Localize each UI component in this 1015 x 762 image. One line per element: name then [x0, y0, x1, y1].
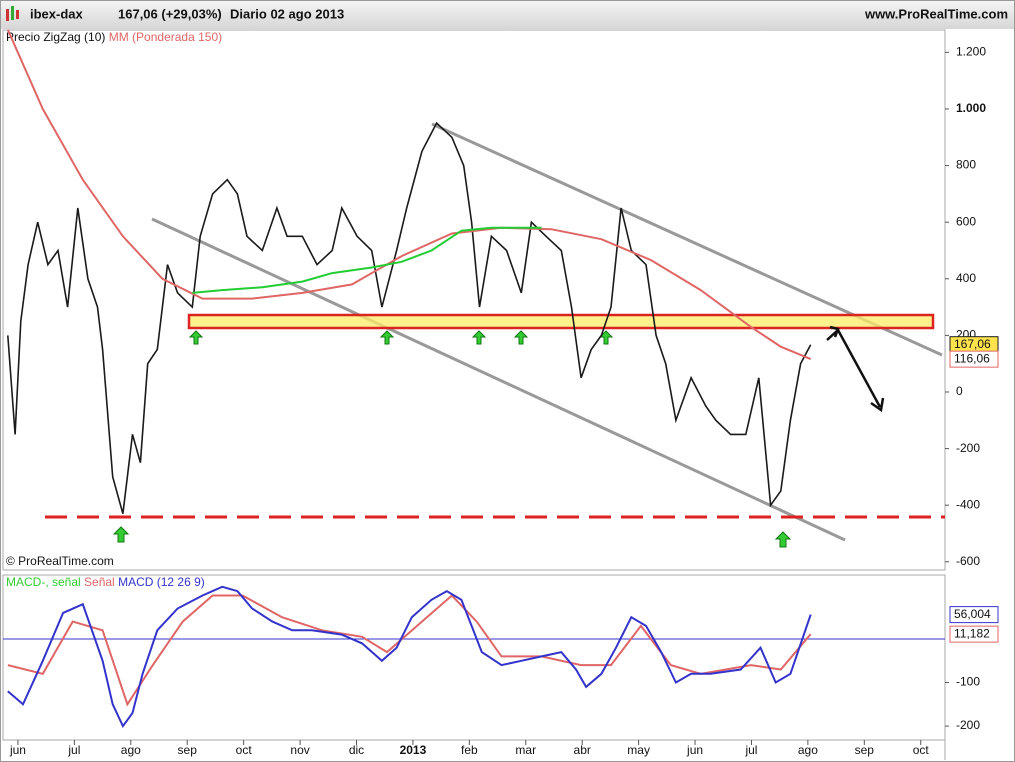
x-tick-label: jun — [9, 743, 26, 757]
series-line — [192, 226, 542, 294]
y-tick-label: 400 — [956, 271, 976, 285]
x-tick-label: mar — [515, 743, 536, 757]
last-value-label: 116,06 — [954, 351, 990, 365]
header-bar — [1, 1, 1014, 29]
last-value-label: 167,06 — [954, 337, 991, 351]
x-tick-label: feb — [461, 743, 478, 757]
x-tick-label: abr — [574, 743, 591, 757]
y-tick-label: 0 — [956, 384, 963, 398]
arrows — [826, 325, 885, 413]
copyright: © ProRealTime.com — [6, 554, 114, 568]
x-tick-label: oct — [913, 743, 930, 757]
legend: MACD-, señal Señal MACD (12 26 9) — [6, 575, 205, 589]
channel-line — [151, 217, 846, 542]
x-tick-label: 2013 — [400, 743, 427, 757]
legend-label: MACD-, señal — [6, 575, 81, 589]
y-tick-label: -400 — [956, 497, 980, 511]
x-tick-label: dic — [349, 743, 364, 757]
y-tick-label: -600 — [956, 554, 980, 568]
y-tick-label: 800 — [956, 158, 976, 172]
last-value-label: 56,004 — [954, 607, 991, 621]
y-tick-label: 1.200 — [956, 45, 986, 59]
quote: 167,06 (+29,03%) — [118, 6, 222, 21]
series-line — [7, 585, 812, 729]
price-panel — [2, 29, 946, 571]
series-line — [7, 594, 812, 707]
y-tick-label: -100 — [956, 675, 980, 689]
legend-entry: MM (Ponderada 150) — [109, 30, 222, 44]
last-value-box — [949, 350, 999, 368]
x-tick-label: ago — [798, 743, 818, 757]
last-value-box — [949, 625, 999, 643]
period: Diario 02 ago 2013 — [230, 6, 344, 21]
last-value-label: 11,182 — [954, 626, 990, 640]
y-tick-label: -200 — [956, 718, 980, 732]
legend-entry: Precio ZigZag (10) — [6, 30, 105, 44]
legend-entry: MACD (12 26 9) — [118, 575, 205, 589]
series-line — [6, 29, 812, 361]
y-tick-label: 1.000 — [956, 101, 986, 115]
symbol: ibex-dax — [30, 6, 84, 21]
x-tick-label: jul — [67, 743, 80, 757]
site: www.ProRealTime.com — [864, 6, 1008, 21]
x-tick-label: jun — [686, 743, 703, 757]
x-tick-label: sep — [178, 743, 198, 757]
legend: Precio ZigZag (10) MM (Ponderada 150) — [6, 30, 222, 44]
y-tick-label: 600 — [956, 214, 976, 228]
macd-panel — [2, 574, 946, 741]
x-tick-label: jul — [744, 743, 757, 757]
resistance-zone — [187, 313, 935, 330]
legend-entry: Señal — [84, 575, 115, 589]
x-tick-label: oct — [236, 743, 253, 757]
x-tick-label: may — [627, 743, 650, 757]
app-icon — [6, 6, 19, 21]
y-tick-label: -200 — [956, 441, 980, 455]
x-tick-label: nov — [290, 743, 309, 757]
signal-arrows — [112, 330, 792, 548]
last-value-box — [949, 606, 999, 624]
x-tick-label: ago — [121, 743, 141, 757]
x-tick-label: sep — [855, 743, 875, 757]
series-line — [7, 121, 812, 514]
